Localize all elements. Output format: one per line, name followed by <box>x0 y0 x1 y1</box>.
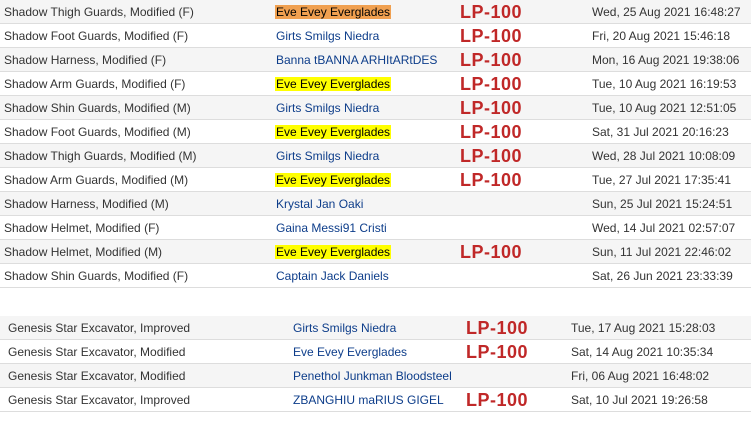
date-cell: Wed, 14 Jul 2021 02:57:07 <box>592 221 736 235</box>
player-link[interactable]: Eve Evey Everglades <box>293 345 408 359</box>
player-cell: Banna tBANNA ARHItARtDES <box>275 48 438 72</box>
table-row: Shadow Arm Guards, Modified (F) Eve Evey … <box>0 72 751 96</box>
lp-tag: LP-100 <box>460 74 523 94</box>
item-name: Shadow Helmet, Modified (F) <box>4 221 160 235</box>
player-link[interactable]: Eve Evey Everglades <box>275 125 392 139</box>
date-cell: Wed, 28 Jul 2021 10:08:09 <box>592 149 736 163</box>
lp-tag: LP-100 <box>466 342 529 362</box>
table-row: Shadow Arm Guards, Modified (M) Eve Evey … <box>0 168 751 192</box>
player-cell: Girts Smilgs Niedra <box>275 96 380 120</box>
date-cell: Tue, 10 Aug 2021 16:19:53 <box>592 77 737 91</box>
player-cell: Eve Evey Everglades <box>275 72 392 96</box>
player-link[interactable]: Gaina Messi91 Cristi <box>276 221 387 235</box>
player-link[interactable]: Eve Evey Everglades <box>275 245 392 259</box>
item-name: Genesis Star Excavator, Improved <box>8 321 191 335</box>
item-name: Genesis Star Excavator, Modified <box>8 345 186 359</box>
items-table-genesis: Genesis Star Excavator, Improved Girts Sm… <box>0 316 751 412</box>
player-link[interactable]: Penethol Junkman Bloodsteel <box>293 369 452 383</box>
date-cell: Tue, 10 Aug 2021 12:51:05 <box>592 101 737 115</box>
player-cell: Eve Evey Everglades <box>292 340 408 364</box>
date-cell: Fri, 20 Aug 2021 15:46:18 <box>592 29 731 43</box>
player-cell: Captain Jack Daniels <box>275 264 390 288</box>
lp-tag: LP-100 <box>460 98 523 118</box>
table-row: Shadow Shin Guards, Modified (F) Captain … <box>0 264 751 288</box>
player-link[interactable]: Girts Smilgs Niedra <box>293 321 397 335</box>
table-row: Genesis Star Excavator, Improved ZBANGHIU… <box>0 388 751 412</box>
table-row: Shadow Helmet, Modified (F) Gaina Messi91… <box>0 216 751 240</box>
item-name: Shadow Shin Guards, Modified (F) <box>4 269 189 283</box>
player-link[interactable]: ZBANGHIU maRIUS GIGEL <box>293 393 444 407</box>
table-row: Shadow Harness, Modified (M) Krystal Jan … <box>0 192 751 216</box>
lp-tag: LP-100 <box>460 2 523 22</box>
lp-tag: LP-100 <box>460 26 523 46</box>
player-cell: Girts Smilgs Niedra <box>275 144 380 168</box>
player-link[interactable]: Eve Evey Everglades <box>275 5 392 19</box>
table-row: Shadow Thigh Guards, Modified (F) Eve Eve… <box>0 0 751 24</box>
player-cell: Eve Evey Everglades <box>275 168 392 192</box>
lp-tag: LP-100 <box>460 242 523 262</box>
player-link[interactable]: Girts Smilgs Niedra <box>276 101 380 115</box>
table-row: Shadow Shin Guards, Modified (M) Girts Sm… <box>0 96 751 120</box>
player-cell: Krystal Jan Oaki <box>275 192 364 216</box>
player-cell: Penethol Junkman Bloodsteel <box>292 364 453 388</box>
date-cell: Sat, 31 Jul 2021 20:16:23 <box>592 125 729 139</box>
date-cell: Sun, 11 Jul 2021 22:46:02 <box>592 245 732 259</box>
lp-tag: LP-100 <box>460 122 523 142</box>
table-row: Shadow Foot Guards, Modified (M) Eve Evey… <box>0 120 751 144</box>
lp-tag: LP-100 <box>466 318 529 338</box>
item-name: Shadow Harness, Modified (M) <box>4 197 169 211</box>
lp-tag: LP-100 <box>460 50 523 70</box>
item-name: Shadow Arm Guards, Modified (M) <box>4 173 189 187</box>
item-name: Shadow Shin Guards, Modified (M) <box>4 101 191 115</box>
player-link[interactable]: Girts Smilgs Niedra <box>276 149 380 163</box>
player-link[interactable]: Krystal Jan Oaki <box>276 197 364 211</box>
lp-tag: LP-100 <box>460 170 523 190</box>
table-row: Shadow Foot Guards, Modified (F) Girts Sm… <box>0 24 751 48</box>
item-name: Genesis Star Excavator, Modified <box>8 369 186 383</box>
player-cell: Gaina Messi91 Cristi <box>275 216 388 240</box>
table-row: Genesis Star Excavator, Modified Eve Evey… <box>0 340 751 364</box>
player-cell: Eve Evey Everglades <box>275 0 392 24</box>
player-link[interactable]: Captain Jack Daniels <box>276 269 389 283</box>
lp-tag: LP-100 <box>466 390 529 410</box>
table-row: Shadow Thigh Guards, Modified (M) Girts S… <box>0 144 751 168</box>
item-name: Shadow Thigh Guards, Modified (M) <box>4 149 197 163</box>
player-cell: Eve Evey Everglades <box>275 120 392 144</box>
table-row: Genesis Star Excavator, Modified Penethol… <box>0 364 751 388</box>
date-cell: Mon, 16 Aug 2021 19:38:06 <box>592 53 740 67</box>
item-name: Shadow Harness, Modified (F) <box>4 53 167 67</box>
date-cell: Tue, 27 Jul 2021 17:35:41 <box>592 173 731 187</box>
date-cell: Sat, 26 Jun 2021 23:33:39 <box>592 269 733 283</box>
table-row: Genesis Star Excavator, Improved Girts Sm… <box>0 316 751 340</box>
items-table-shadow: Shadow Thigh Guards, Modified (F) Eve Eve… <box>0 0 751 288</box>
player-link[interactable]: Girts Smilgs Niedra <box>276 29 380 43</box>
item-name: Shadow Foot Guards, Modified (M) <box>4 125 191 139</box>
player-link[interactable]: Eve Evey Everglades <box>275 77 392 91</box>
date-cell: Sat, 14 Aug 2021 10:35:34 <box>571 345 714 359</box>
item-name: Shadow Thigh Guards, Modified (F) <box>4 5 194 19</box>
item-name: Genesis Star Excavator, Improved <box>8 393 191 407</box>
date-cell: Tue, 17 Aug 2021 15:28:03 <box>571 321 716 335</box>
player-cell: Girts Smilgs Niedra <box>275 24 380 48</box>
player-cell: ZBANGHIU maRIUS GIGEL <box>292 388 445 412</box>
player-link[interactable]: Eve Evey Everglades <box>275 173 392 187</box>
item-name: Shadow Foot Guards, Modified (F) <box>4 29 189 43</box>
player-cell: Eve Evey Everglades <box>275 240 392 264</box>
table-row: Shadow Harness, Modified (F) Banna tBANNA… <box>0 48 751 72</box>
item-name: Shadow Helmet, Modified (M) <box>4 245 163 259</box>
lp-tag: LP-100 <box>460 146 523 166</box>
item-name: Shadow Arm Guards, Modified (F) <box>4 77 186 91</box>
date-cell: Wed, 25 Aug 2021 16:48:27 <box>592 5 741 19</box>
date-cell: Sun, 25 Jul 2021 15:24:51 <box>592 197 733 211</box>
table-row: Shadow Helmet, Modified (M) Eve Evey Ever… <box>0 240 751 264</box>
player-cell: Girts Smilgs Niedra <box>292 316 397 340</box>
player-link[interactable]: Banna tBANNA ARHItARtDES <box>276 53 438 67</box>
date-cell: Sat, 10 Jul 2021 19:26:58 <box>571 393 708 407</box>
date-cell: Fri, 06 Aug 2021 16:48:02 <box>571 369 710 383</box>
